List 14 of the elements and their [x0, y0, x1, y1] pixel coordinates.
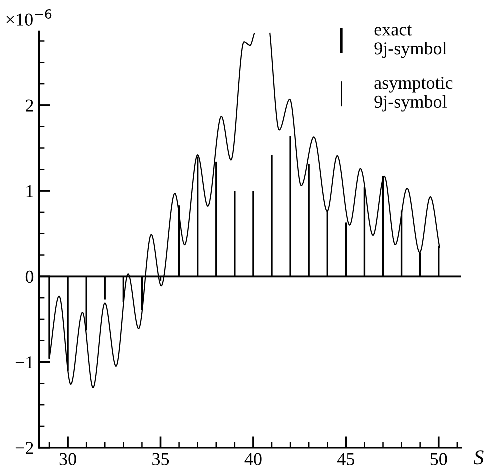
y-axis-title: ×10$^{−6}$ [6, 9, 52, 26]
y-tick-label: −2 [16, 442, 34, 454]
x-tick-label: 50 [430, 453, 448, 466]
x-tick-label: 30 [60, 453, 76, 466]
x-tick-label: 35 [152, 453, 170, 466]
y-tick-label: 0 [26, 270, 34, 284]
legend-label: exact 9j-symbol [374, 25, 447, 58]
y-tick-label: −1 [16, 356, 34, 369]
x-axis-title: S [474, 450, 484, 465]
x-tick-label: 45 [337, 453, 354, 466]
y-tick-label: 2 [26, 100, 34, 112]
x-tick-label: 40 [244, 453, 262, 466]
legend-label: asymptotic 9j-symbol [374, 76, 453, 112]
y-tick-label: 1 [26, 185, 34, 198]
